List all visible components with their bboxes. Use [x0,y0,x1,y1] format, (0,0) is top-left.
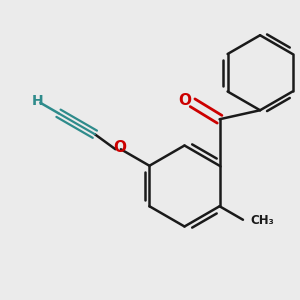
Text: CH₃: CH₃ [250,214,274,227]
Text: O: O [178,93,192,108]
Text: H: H [32,94,44,108]
Text: O: O [114,140,127,155]
